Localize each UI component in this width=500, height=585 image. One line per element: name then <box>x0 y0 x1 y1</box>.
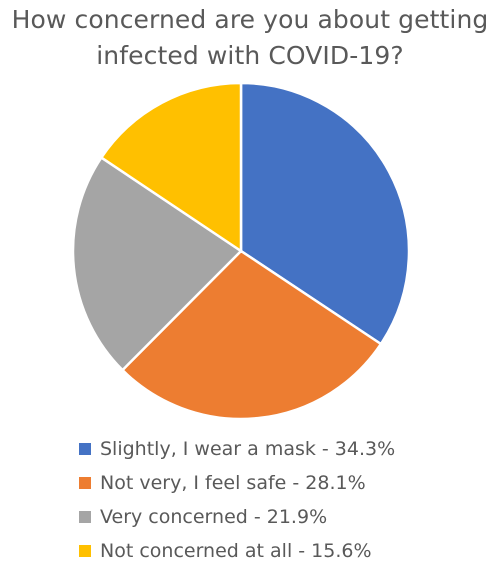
pie-slice-very-concerned <box>71 156 243 372</box>
legend-item-not-very: Not very, I feel safe - 28.1% <box>79 466 499 500</box>
chart-title: How concerned are you about getting infe… <box>0 2 500 74</box>
legend-item-not-concerned: Not concerned at all - 15.6% <box>79 534 499 568</box>
legend-item-very-concerned: Very concerned - 21.9% <box>79 500 499 534</box>
chart-title-line-1: How concerned are you about getting <box>11 5 489 34</box>
legend-label-not-very: Not very, I feel safe - 28.1% <box>100 472 366 494</box>
chart-title-line-2: infected with COVID-19? <box>96 41 404 70</box>
legend: Slightly, I wear a mask - 34.3% Not very… <box>79 432 499 568</box>
legend-label-not-concerned: Not concerned at all - 15.6% <box>100 540 372 562</box>
legend-label-very-concerned: Very concerned - 21.9% <box>100 506 328 528</box>
pie-slice-not-concerned <box>100 81 243 253</box>
legend-item-slightly: Slightly, I wear a mask - 34.3% <box>79 432 499 466</box>
legend-label-slightly: Slightly, I wear a mask - 34.3% <box>100 438 396 460</box>
pie-slices <box>71 81 411 421</box>
legend-swatch-not-concerned <box>79 545 91 557</box>
legend-swatch-slightly <box>79 443 91 455</box>
legend-swatch-not-very <box>79 477 91 489</box>
legend-swatch-very-concerned <box>79 511 91 523</box>
pie-slice-not-very <box>121 249 383 421</box>
